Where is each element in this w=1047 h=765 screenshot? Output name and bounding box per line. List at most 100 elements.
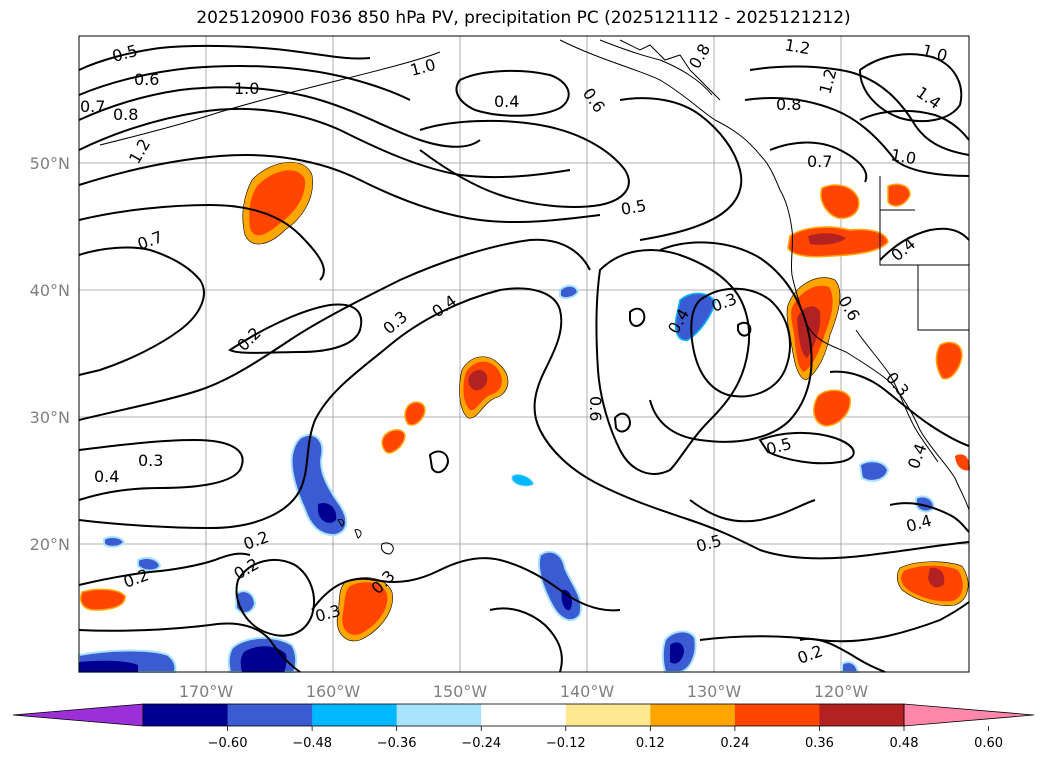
lat-axis-labels: 50°N 40°N 30°N 20°N bbox=[30, 154, 70, 554]
precip-pos-patch bbox=[955, 454, 970, 471]
contour-line bbox=[744, 97, 970, 177]
contour-line bbox=[749, 65, 970, 156]
colorbar-cell bbox=[734, 704, 820, 726]
plot-area bbox=[79, 36, 969, 672]
hawaii-islands bbox=[337, 519, 394, 555]
contour-line bbox=[649, 241, 813, 443]
precip-pos-patch bbox=[820, 184, 860, 220]
colorbar-max-arrow bbox=[903, 703, 1035, 727]
precip-pos-patch bbox=[887, 183, 911, 207]
lat-label: 20°N bbox=[30, 535, 70, 554]
contour-line bbox=[595, 249, 751, 475]
state-borders bbox=[879, 176, 969, 331]
lon-label: 120°W bbox=[814, 682, 869, 701]
colorbar-frame bbox=[142, 703, 905, 727]
colorbar: −0.60 −0.48 −0.36 −0.24 −0.12 0.12 0.24 0.36 0.4… bbox=[12, 703, 1035, 751]
coastlines bbox=[99, 39, 970, 555]
lon-label: 160°W bbox=[306, 682, 361, 701]
contour-label: 1.0 bbox=[234, 79, 259, 98]
contour-label: 0.8 bbox=[776, 95, 801, 114]
colorbar-cell bbox=[227, 704, 313, 726]
contour-line bbox=[613, 412, 632, 433]
precip-neg-patch bbox=[674, 292, 716, 341]
precip-pos-patch bbox=[80, 588, 126, 611]
contour-line bbox=[489, 607, 563, 673]
contour-line bbox=[699, 601, 970, 643]
lon-label: 130°W bbox=[687, 682, 742, 701]
lon-label: 170°W bbox=[179, 682, 234, 701]
precip-pos-patch bbox=[935, 341, 963, 380]
precip-neg-patch bbox=[511, 473, 535, 487]
colorbar-cell bbox=[481, 704, 567, 726]
coastline-alaska-panhandle bbox=[619, 39, 721, 101]
colorbar-min-arrow bbox=[12, 703, 144, 727]
contour-line bbox=[78, 438, 244, 501]
contour-label: 0.4 bbox=[94, 467, 119, 486]
colorbar-tick-label: −0.24 bbox=[461, 736, 501, 751]
contour-line bbox=[235, 559, 315, 637]
contour-labels: 0.5 0.6 0.7 0.8 1.2 1.0 1.0 0.4 0.6 1.2 … bbox=[80, 35, 949, 668]
contour-line bbox=[78, 246, 205, 376]
contour-line bbox=[629, 307, 646, 327]
colorbar-tick-label: −0.36 bbox=[377, 736, 417, 751]
contour-line bbox=[829, 370, 970, 447]
colorbar-tick-label: 0.12 bbox=[636, 736, 665, 751]
contour-line bbox=[78, 154, 601, 224]
colorbar-cell bbox=[650, 704, 736, 726]
contour-label: 0.7 bbox=[80, 97, 105, 116]
contour-line bbox=[690, 287, 791, 398]
contour-label: 1.0 bbox=[889, 145, 917, 168]
colorbar-cell bbox=[565, 704, 651, 726]
lon-label: 140°W bbox=[560, 682, 615, 701]
contour-line bbox=[758, 431, 855, 465]
contour-label: 0.6 bbox=[586, 396, 605, 421]
contour-line bbox=[879, 227, 970, 261]
contour-label: 0.4 bbox=[494, 92, 519, 111]
contour-line bbox=[78, 44, 371, 71]
precip-shading bbox=[78, 162, 970, 673]
contour-line bbox=[78, 622, 301, 673]
lat-label: 30°N bbox=[30, 408, 70, 427]
precip-pos-patch bbox=[813, 389, 851, 427]
contour-label: 0.6 bbox=[134, 70, 159, 89]
precip-pos-patch bbox=[404, 401, 426, 426]
colorbar-tick-label: −0.60 bbox=[208, 736, 248, 751]
colorbar-tick-label: 0.60 bbox=[974, 736, 1003, 751]
colorbar-cell bbox=[312, 704, 398, 726]
contour-line bbox=[78, 203, 325, 281]
contour-label: 0.8 bbox=[113, 105, 138, 124]
contour-line bbox=[689, 499, 816, 523]
contour-line bbox=[311, 557, 621, 612]
chart-title: 2025120900 F036 850 hPa PV, precipitatio… bbox=[196, 8, 851, 28]
contour-line bbox=[858, 53, 963, 123]
coastline-baja bbox=[855, 329, 939, 463]
colorbar-tick-label: 0.48 bbox=[890, 736, 919, 751]
colorbar-cell bbox=[819, 704, 905, 726]
contour-line bbox=[78, 107, 571, 179]
precip-pos-patch bbox=[381, 429, 406, 454]
lon-axis-labels: 170°W 160°W 150°W 140°W 130°W 120°W bbox=[179, 682, 869, 701]
contour-line bbox=[799, 637, 886, 673]
contour-line bbox=[455, 69, 570, 117]
contour-label: 1.2 bbox=[783, 35, 811, 58]
contour-line bbox=[619, 97, 743, 241]
coastline-north-america bbox=[559, 39, 970, 511]
contour-label: 0.7 bbox=[807, 152, 832, 171]
contour-line bbox=[859, 109, 970, 141]
colorbar-tick-label: 0.24 bbox=[720, 736, 749, 751]
colorbar-cell bbox=[143, 704, 229, 726]
contour-line bbox=[428, 450, 450, 474]
contour-label: 0.3 bbox=[138, 451, 163, 470]
contour-line bbox=[228, 303, 363, 354]
precip-neg-patch bbox=[137, 557, 162, 572]
contour-line bbox=[769, 141, 868, 183]
plot-frame bbox=[78, 35, 970, 673]
contour-line bbox=[78, 552, 251, 586]
colorbar-tick-label: 0.36 bbox=[805, 736, 834, 751]
colorbar-tick-label: −0.12 bbox=[546, 736, 586, 751]
lat-label: 40°N bbox=[30, 281, 70, 300]
precip-neg-patch bbox=[858, 460, 890, 482]
contour-line bbox=[889, 502, 970, 533]
precip-neg-patch bbox=[103, 536, 126, 548]
